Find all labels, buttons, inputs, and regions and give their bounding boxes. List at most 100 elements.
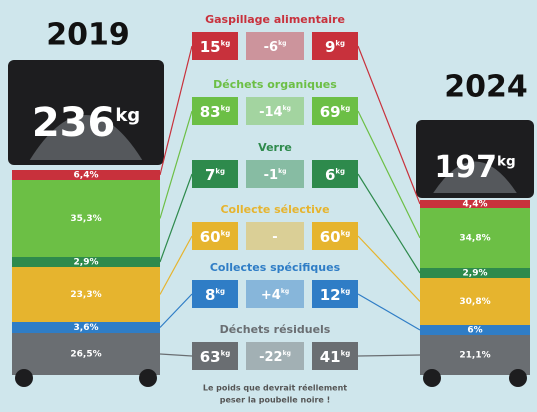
- change-value: -1kg: [264, 168, 287, 183]
- bin-share: 6,4%: [74, 171, 99, 181]
- bin-total-unit: kg: [497, 153, 516, 169]
- connector: [357, 235, 421, 302]
- after-box: [312, 97, 358, 125]
- change-box: [246, 32, 304, 60]
- before-box: [192, 32, 238, 60]
- after-value: 9kg: [325, 38, 345, 56]
- bin-bag: [433, 161, 517, 193]
- before-value-value: 60: [200, 228, 221, 246]
- after-value: 60kg: [320, 228, 351, 246]
- bin-segment: [420, 278, 530, 325]
- after-value-unit: kg: [341, 105, 351, 113]
- before-value-unit: kg: [221, 230, 231, 238]
- change-box: [246, 342, 304, 370]
- before-value-unit: kg: [221, 40, 231, 48]
- bin-segment: [420, 208, 530, 268]
- bin-segment: [420, 335, 530, 375]
- row-label: Collecte sélective: [220, 203, 329, 216]
- year: 2024: [444, 70, 528, 105]
- bin-total: 236kg: [32, 100, 140, 146]
- before-box: [192, 160, 238, 188]
- after-value-unit: kg: [341, 288, 351, 296]
- before-value-value: 83: [200, 103, 221, 121]
- before-value: 7kg: [205, 166, 225, 184]
- before-value-value: 15: [200, 38, 221, 56]
- footnote: Le poids que devrait réellement: [203, 383, 347, 393]
- after-value-value: 60: [320, 228, 341, 246]
- bin-segment: [12, 170, 160, 180]
- change-value: +4kg: [261, 288, 289, 303]
- change-box: [246, 97, 304, 125]
- change-number: -: [272, 230, 277, 245]
- change-unit: kg: [283, 105, 291, 112]
- change-unit: kg: [278, 168, 286, 175]
- bin-total-value: 236: [32, 100, 116, 146]
- before-value: 63kg: [200, 348, 231, 366]
- bin-segment: [12, 333, 160, 375]
- change-number: -1: [264, 168, 278, 183]
- change-value: -6kg: [264, 40, 287, 55]
- bin-share: 2,9%: [74, 258, 99, 268]
- bin-share: 6%: [467, 326, 482, 336]
- row-label: Déchets résiduels: [220, 323, 331, 336]
- bin-share: 21,1%: [459, 351, 490, 361]
- change-unit: kg: [281, 288, 289, 295]
- after-value: 41kg: [320, 348, 351, 366]
- bin-wheel: [423, 369, 441, 387]
- before-box: [192, 97, 238, 125]
- change-number: -14: [259, 105, 283, 120]
- bin-segment: [12, 180, 160, 257]
- after-value-unit: kg: [341, 230, 351, 238]
- before-box: [192, 280, 238, 308]
- after-box: [312, 280, 358, 308]
- before-value-unit: kg: [221, 105, 231, 113]
- bin-share: 4,4%: [463, 200, 488, 210]
- bin-segment: [12, 267, 160, 322]
- after-value-value: 9: [325, 38, 335, 56]
- before-value-unit: kg: [215, 288, 225, 296]
- change-value: -: [272, 230, 277, 245]
- after-value: 6kg: [325, 166, 345, 184]
- bin-total-value: 197: [434, 150, 497, 185]
- connector: [159, 353, 193, 357]
- before-value: 60kg: [200, 228, 231, 246]
- bin-wheel: [15, 369, 33, 387]
- after-value: 69kg: [320, 103, 351, 121]
- bin-segment: [420, 268, 530, 278]
- bin-share: 26,5%: [70, 350, 101, 360]
- before-value: 15kg: [200, 38, 231, 56]
- row-label: Verre: [258, 141, 292, 154]
- connector: [357, 45, 421, 205]
- row-label: Collectes spécifiques: [210, 261, 341, 274]
- change-unit: kg: [278, 40, 286, 47]
- after-value-unit: kg: [335, 168, 345, 176]
- after-box: [312, 222, 358, 250]
- after-box: [312, 342, 358, 370]
- connector: [357, 293, 421, 331]
- before-value-unit: kg: [215, 168, 225, 176]
- bin-total: 197kg: [434, 150, 515, 185]
- connector: [159, 45, 193, 176]
- after-value-value: 41: [320, 348, 341, 366]
- after-box: [312, 160, 358, 188]
- connector: [159, 110, 193, 219]
- bin-total-unit: kg: [115, 105, 140, 126]
- connector: [159, 293, 193, 328]
- change-box: [246, 160, 304, 188]
- before-value-value: 8: [205, 286, 215, 304]
- row-label: Déchets organiques: [213, 78, 337, 91]
- before-value: 8kg: [205, 286, 225, 304]
- connector: [159, 235, 193, 295]
- row-label: Gaspillage alimentaire: [205, 13, 345, 26]
- connector: [357, 173, 421, 274]
- after-value-unit: kg: [341, 350, 351, 358]
- before-value: 83kg: [200, 103, 231, 121]
- bin-share: 34,8%: [459, 234, 490, 244]
- connector: [357, 354, 421, 357]
- bin-share: 3,6%: [74, 323, 99, 333]
- bin-segment: [12, 257, 160, 267]
- before-value-value: 7: [205, 166, 215, 184]
- change-box: [246, 222, 304, 250]
- change-unit: kg: [283, 350, 291, 357]
- connector: [357, 110, 421, 239]
